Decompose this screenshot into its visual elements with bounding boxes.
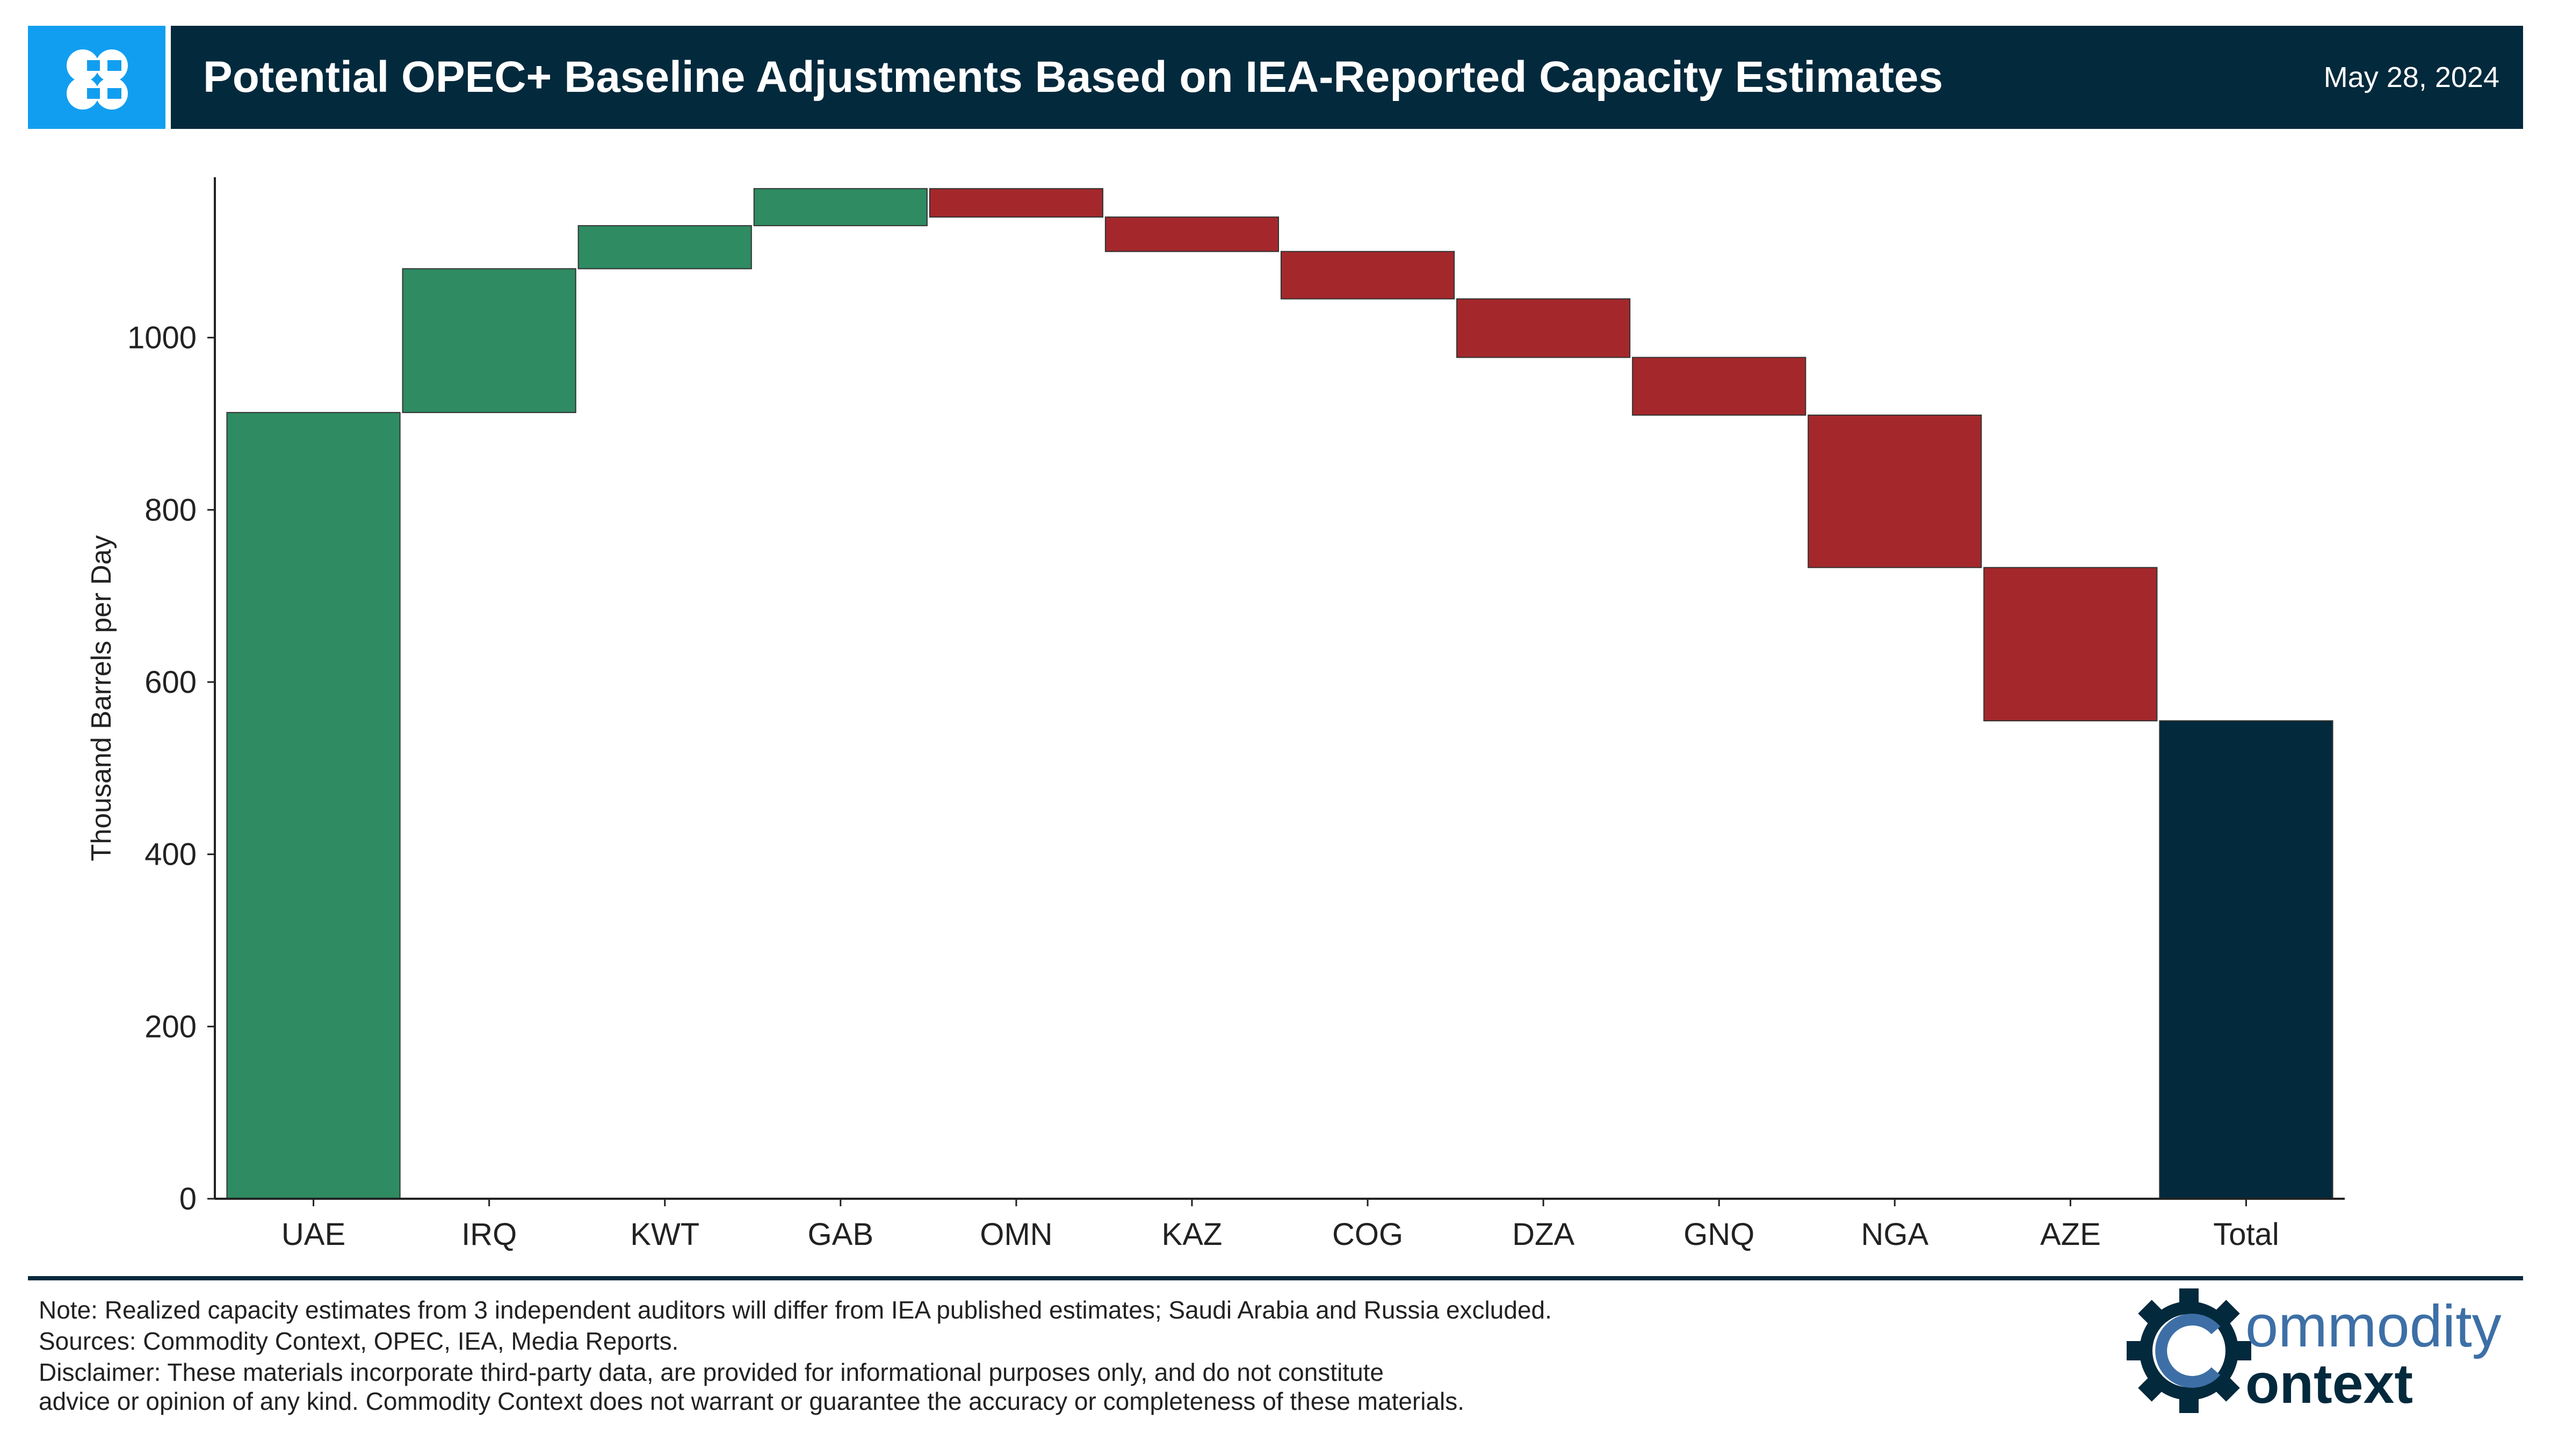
x-tick-label: Total: [2213, 1217, 2279, 1252]
gear-c-logo-icon: [2127, 1288, 2251, 1413]
x-tick-label: IRQ: [461, 1217, 517, 1252]
x-tick-label: KWT: [630, 1217, 699, 1252]
bar-uae: [226, 412, 401, 1199]
x-tick-label: OMN: [980, 1217, 1052, 1252]
footnote-sources: Sources: Commodity Context, OPEC, IEA, M…: [39, 1327, 679, 1355]
y-tick-label: 600: [144, 665, 197, 700]
opec-logo: [28, 26, 165, 129]
x-tick-label: AZE: [2040, 1217, 2101, 1252]
bar-gnq: [1632, 357, 1806, 416]
bar-kaz: [1104, 216, 1280, 252]
title-bar: Potential OPEC+ Baseline Adjustments Bas…: [171, 26, 2523, 129]
x-tick-label: UAE: [281, 1217, 345, 1252]
y-tick-label: 200: [144, 1009, 197, 1044]
footnote-disclaimer-2: advice or opinion of any kind. Commodity…: [39, 1387, 1465, 1415]
bar-kwt: [577, 225, 752, 270]
bar-nga: [1808, 414, 1982, 568]
footnote-disclaimer-1: Disclaimer: These materials incorporate …: [39, 1358, 1384, 1386]
footer-divider: [28, 1276, 2523, 1280]
bar-dza: [1456, 298, 1631, 358]
x-tick-label: GNQ: [1683, 1217, 1754, 1252]
brand-text-top: ommodity: [2245, 1293, 2502, 1359]
x-tick-label: GAB: [808, 1217, 874, 1252]
opec-logo-icon: [67, 49, 128, 110]
y-axis-label: Thousand Barrels per Day: [86, 535, 117, 861]
x-tick-label: COG: [1332, 1217, 1403, 1252]
y-tick-label: 0: [179, 1182, 197, 1216]
chart-title: Potential OPEC+ Baseline Adjustments Bas…: [203, 53, 1943, 102]
waterfall-chart: 0 200 400 600 800 1000 UAE IRQ KWT GAB OMN KAZ COG D…: [86, 177, 2345, 1252]
bar-total: [2159, 720, 2333, 1199]
commodity-context-logo: ommodity ontext: [2124, 1286, 2511, 1415]
x-tick-label: NGA: [1861, 1217, 1928, 1252]
x-tick-label: DZA: [1512, 1217, 1574, 1252]
bar-cog: [1280, 251, 1455, 300]
bar-omn: [929, 188, 1103, 218]
date-label: May 28, 2024: [2323, 61, 2499, 93]
bar-gab: [753, 188, 928, 227]
y-tick-label: 800: [144, 492, 197, 527]
brand-text-bottom: ontext: [2245, 1353, 2413, 1415]
y-tick-label: 400: [144, 837, 197, 872]
footnote-note: Note: Realized capacity estimates from 3…: [39, 1296, 1552, 1324]
bar-irq: [402, 268, 576, 414]
bar-aze: [1983, 567, 2158, 722]
x-tick-label: KAZ: [1162, 1217, 1223, 1252]
y-tick-label: 1000: [127, 321, 197, 356]
